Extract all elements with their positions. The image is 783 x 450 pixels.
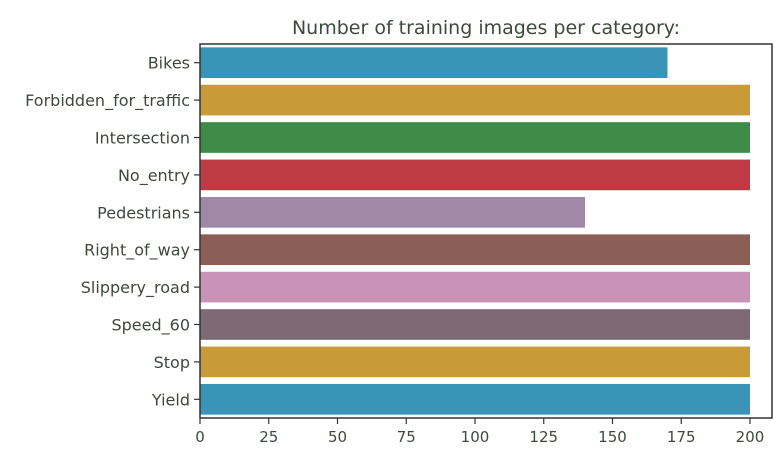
x-tick-label: 25 [259, 428, 278, 446]
category-label: Stop [154, 353, 190, 372]
category-label: Speed_60 [111, 316, 190, 336]
bar-slippery-road [200, 271, 750, 303]
category-label: Forbidden_for_traffic [25, 91, 190, 111]
category-label: Bikes [148, 54, 190, 73]
x-tick-label: 175 [667, 428, 696, 446]
bar-no-entry [200, 159, 750, 191]
x-tick-label: 100 [461, 428, 490, 446]
category-label: Right_of_way [84, 241, 190, 261]
category-label: Pedestrians [97, 203, 190, 222]
bar-stop [200, 346, 750, 378]
bars-group [200, 47, 750, 415]
x-tick-label: 75 [397, 428, 416, 446]
category-label: Slippery_road [81, 278, 190, 298]
x-tick-label: 0 [195, 428, 205, 446]
bar-right-of-way [200, 234, 750, 266]
x-axis-ticks: 0 25 50 75 100 125 150 175 200 [195, 418, 764, 446]
bar-intersection [200, 122, 750, 153]
category-label: Yield [151, 390, 190, 409]
bar-pedestrians [200, 196, 585, 228]
bar-speed-60 [200, 309, 750, 340]
category-label: No_entry [118, 166, 190, 186]
plot-frame [199, 43, 773, 419]
category-labels: Bikes Forbidden_for_traffic Intersection No… [25, 54, 200, 409]
chart-title: Number of training images per category: [292, 17, 680, 39]
x-tick-label: 150 [598, 428, 627, 446]
bar-bikes [200, 47, 668, 79]
bar-forbidden-for-traffic [200, 84, 750, 116]
category-label: Intersection [95, 129, 190, 148]
bar-yield [200, 383, 750, 415]
x-tick-label: 200 [736, 428, 765, 446]
x-tick-label: 125 [529, 428, 558, 446]
x-tick-label: 50 [328, 428, 347, 446]
